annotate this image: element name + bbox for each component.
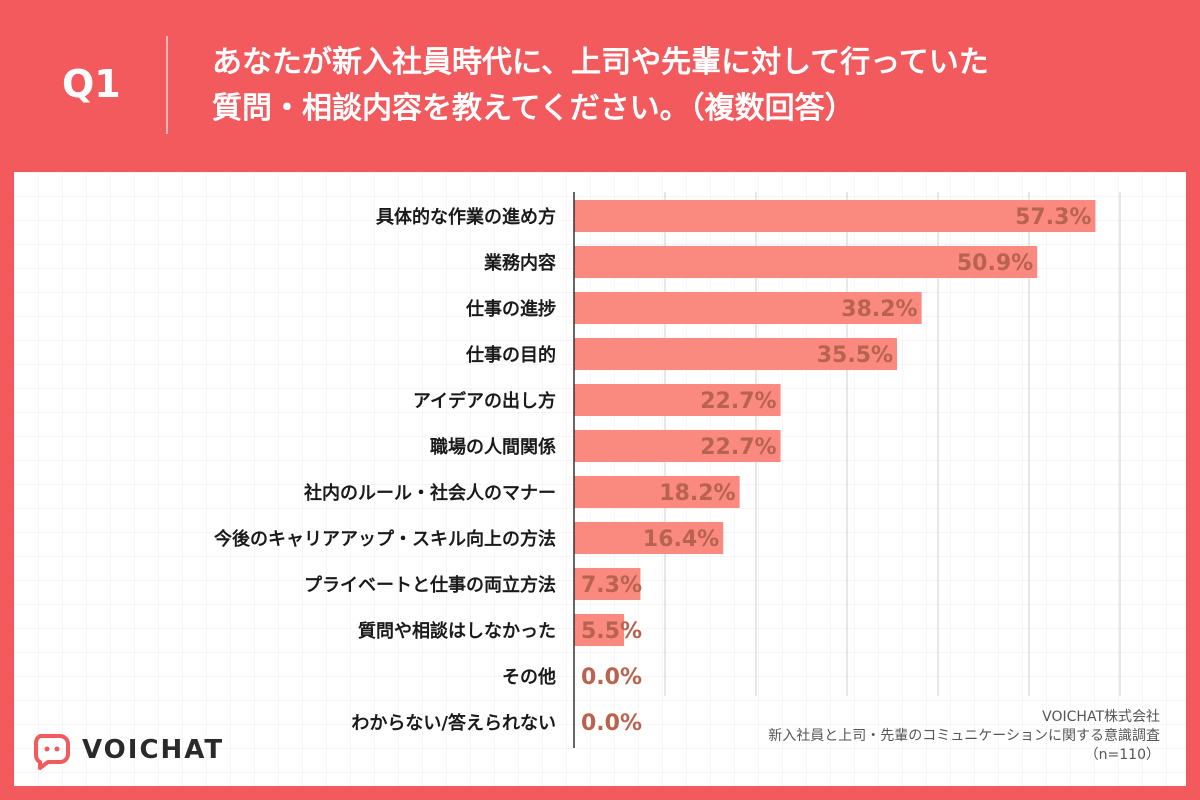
header: Q1 あなたが新入社員時代に、上司や先輩に対して行っていた 質問・相談内容を教え… bbox=[0, 0, 1200, 170]
category-label: 仕事の進捗 bbox=[465, 298, 556, 320]
value-label: 0.0% bbox=[581, 711, 642, 736]
credit-block: VOICHAT株式会社 新入社員と上司・先輩のコミュニケーションに関する意識調査… bbox=[768, 708, 1160, 765]
value-label: 57.3% bbox=[1015, 205, 1091, 230]
bar bbox=[574, 568, 641, 600]
question-title-line1: あなたが新入社員時代に、上司や先輩に対して行っていた bbox=[212, 45, 989, 80]
category-label: わからない/答えられない bbox=[351, 712, 556, 734]
category-label: その他 bbox=[502, 666, 556, 688]
value-label: 7.3% bbox=[581, 573, 642, 598]
bar bbox=[574, 476, 740, 508]
value-label: 18.2% bbox=[659, 481, 735, 506]
question-title-line2: 質問・相談内容を教えてください。（複数回答） bbox=[212, 91, 855, 126]
value-label: 5.5% bbox=[581, 619, 642, 644]
category-label: 業務内容 bbox=[483, 252, 556, 274]
bar bbox=[574, 246, 1038, 278]
category-label: 仕事の目的 bbox=[465, 344, 556, 366]
bar bbox=[574, 430, 781, 462]
bar-chart: 具体的な作業の進め方 57.3% 業務内容 50.9% 仕事の進捗 38.2% 仕事の目的 3… bbox=[214, 192, 1121, 748]
value-label: 50.9% bbox=[957, 251, 1033, 276]
value-label: 22.7% bbox=[700, 389, 776, 414]
bar bbox=[574, 292, 922, 324]
category-label: 今後のキャリアアップ・スキル向上の方法 bbox=[214, 528, 556, 550]
credit-survey: 新入社員と上司・先輩のコミュニケーションに関する意識調査 bbox=[768, 728, 1160, 744]
credit-sample: （n=110） bbox=[1084, 747, 1160, 763]
category-label: 職場の人間関係 bbox=[430, 436, 556, 458]
bar bbox=[574, 384, 781, 416]
category-label: 質問や相談はしなかった bbox=[358, 620, 556, 642]
header-divider bbox=[166, 36, 168, 134]
bar bbox=[574, 522, 724, 554]
bar bbox=[574, 614, 625, 646]
voichat-logo: VOICHAT bbox=[32, 726, 224, 774]
category-label: 具体的な作業の進め方 bbox=[376, 206, 556, 228]
category-label: プライベートと仕事の両立方法 bbox=[304, 574, 556, 596]
bar bbox=[574, 200, 1096, 232]
value-label: 22.7% bbox=[700, 435, 776, 460]
question-number: Q1 bbox=[62, 62, 121, 106]
value-label: 38.2% bbox=[841, 297, 917, 322]
logo-text: VOICHAT bbox=[82, 735, 225, 765]
credit-company: VOICHAT株式会社 bbox=[1042, 709, 1160, 725]
category-label: アイデアの出し方 bbox=[413, 390, 556, 412]
voichat-speech-bubble-icon bbox=[33, 734, 70, 770]
value-label: 0.0% bbox=[581, 665, 642, 690]
category-label: 社内のルール・社会人のマナー bbox=[304, 482, 556, 504]
chart-panel: 具体的な作業の進め方 57.3% 業務内容 50.9% 仕事の進捗 38.2% 仕事の目的 3… bbox=[14, 172, 1186, 786]
bar bbox=[574, 338, 898, 370]
value-label: 35.5% bbox=[817, 343, 893, 368]
question-title: あなたが新入社員時代に、上司や先輩に対して行っていた 質問・相談内容を教えてくだ… bbox=[212, 40, 1172, 132]
value-label: 16.4% bbox=[643, 527, 719, 552]
